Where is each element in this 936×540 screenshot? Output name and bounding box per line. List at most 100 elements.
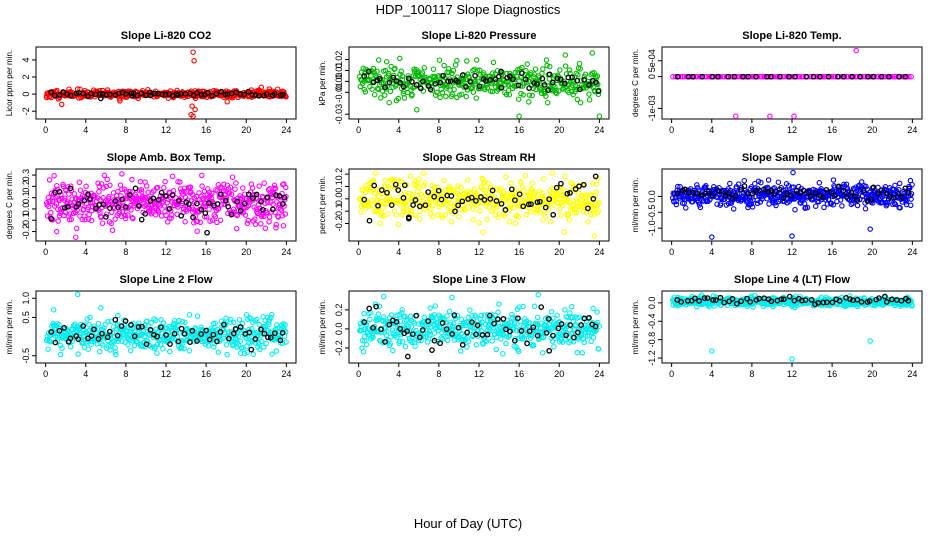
data-point <box>256 183 262 189</box>
data-point <box>88 217 95 224</box>
data-point <box>906 73 912 80</box>
data-point <box>791 113 797 120</box>
data-point <box>524 61 530 67</box>
y-tick-label: 0.0 <box>647 297 657 310</box>
data-point <box>202 203 209 210</box>
data-point <box>552 84 558 90</box>
data-point <box>446 69 452 76</box>
data-point <box>459 342 466 348</box>
x-tick-label: 12 <box>474 247 484 257</box>
data-point <box>522 76 529 83</box>
data-point <box>816 180 823 186</box>
data-point <box>269 351 275 357</box>
data-point <box>582 71 589 78</box>
data-point <box>267 186 273 192</box>
data-point <box>53 228 60 235</box>
data-point <box>409 91 415 98</box>
y-tick-label: -0.1 <box>334 203 344 219</box>
data-point <box>526 99 532 105</box>
data-point <box>853 47 859 54</box>
data-point <box>470 89 477 95</box>
y-tick-label: 0.2 <box>21 180 31 193</box>
data-point <box>186 201 192 207</box>
data-point <box>503 340 509 347</box>
data-point <box>95 320 102 327</box>
data-point <box>266 86 273 92</box>
data-point <box>546 71 553 78</box>
y-tick-label: 0.00 <box>334 73 344 91</box>
data-point <box>452 62 459 68</box>
data-point <box>198 206 205 213</box>
data-point <box>53 201 60 207</box>
data-point <box>122 213 128 219</box>
data-point <box>896 73 902 80</box>
y-tick-label: 0 <box>21 92 31 97</box>
data-point <box>241 204 247 210</box>
data-point <box>223 315 229 321</box>
data-point <box>152 212 159 218</box>
series-highlight <box>674 73 909 80</box>
data-point <box>586 97 593 103</box>
data-point <box>82 216 88 223</box>
data-point <box>234 212 241 219</box>
data-point <box>765 177 772 183</box>
data-point <box>447 78 454 85</box>
data-point <box>97 95 104 102</box>
data-point <box>124 195 130 202</box>
y-tick-label: -0.4 <box>647 313 657 329</box>
data-point <box>523 68 529 74</box>
data-point <box>178 325 185 332</box>
data-point <box>280 222 287 229</box>
data-point <box>717 73 724 80</box>
data-point <box>207 218 213 224</box>
panel-title: Slope Li-820 Temp. <box>742 30 841 42</box>
data-point <box>544 62 550 69</box>
data-point <box>385 70 392 77</box>
data-point <box>135 95 141 102</box>
data-point <box>261 213 267 220</box>
data-point <box>566 67 573 73</box>
data-point <box>53 195 59 201</box>
data-point <box>458 348 464 354</box>
data-point <box>709 234 715 240</box>
data-point <box>67 344 74 350</box>
data-point <box>122 204 129 210</box>
x-tick-label: 20 <box>241 369 251 379</box>
data-point <box>227 184 234 190</box>
data-point <box>473 342 480 348</box>
data-point <box>699 73 706 80</box>
data-point <box>870 73 877 80</box>
data-point <box>512 220 519 226</box>
data-point <box>484 85 491 91</box>
data-point <box>405 75 412 82</box>
data-point <box>437 79 444 86</box>
data-point <box>281 194 288 201</box>
data-point <box>273 192 279 198</box>
y-axis-label: degrees C per min. <box>5 171 14 239</box>
data-point <box>440 72 447 79</box>
data-point <box>399 73 406 80</box>
data-point <box>540 176 547 182</box>
data-point <box>194 200 200 207</box>
data-point <box>66 191 72 197</box>
y-tick-label: 2 <box>21 75 31 80</box>
x-tick-label: 20 <box>867 247 877 257</box>
x-tick-label: 8 <box>749 247 754 257</box>
data-point <box>215 349 222 355</box>
data-point <box>193 90 200 96</box>
data-point <box>862 73 869 80</box>
data-point <box>565 74 572 81</box>
data-point <box>271 182 278 189</box>
x-tick-label: 4 <box>709 247 714 257</box>
data-point <box>886 73 892 80</box>
data-point <box>789 356 795 362</box>
data-point <box>258 221 264 227</box>
data-point <box>589 50 596 56</box>
x-tick-label: 16 <box>514 125 524 135</box>
data-point <box>590 334 597 341</box>
data-point <box>155 209 162 215</box>
data-point <box>260 206 266 213</box>
data-point <box>577 86 583 93</box>
data-point <box>459 72 466 78</box>
